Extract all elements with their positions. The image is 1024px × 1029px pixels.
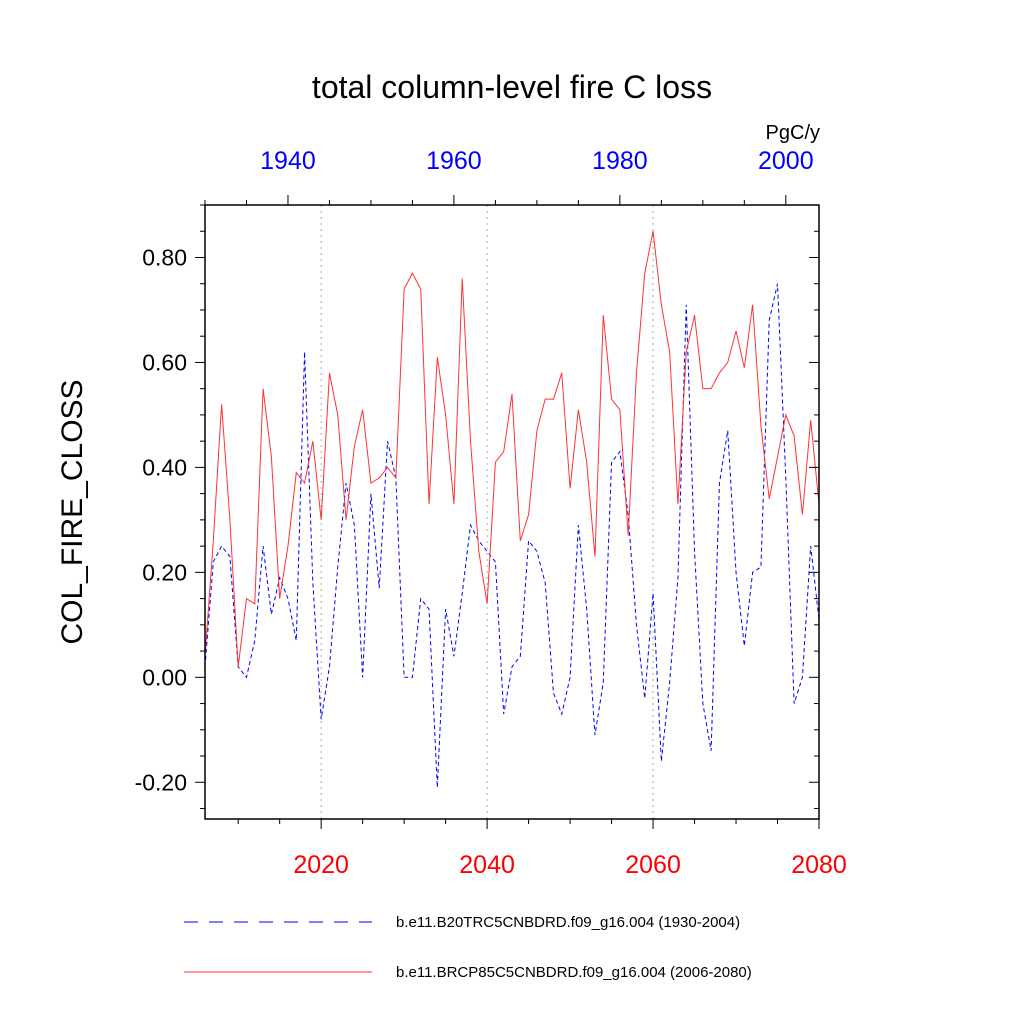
legend: b.e11.B20TRC5CNBDRD.f09_g16.004 (1930-20… — [184, 914, 752, 981]
y-tick-label: 0.60 — [142, 349, 187, 375]
x-bottom-tick-label: 2080 — [791, 851, 847, 879]
y-tick-label: 0.20 — [142, 559, 187, 585]
y-tick-label: 0.40 — [142, 454, 187, 480]
y-tick-label: 0.80 — [142, 244, 187, 270]
series-line-2 — [204, 231, 820, 667]
y-tick-label: -0.20 — [135, 769, 187, 795]
legend-label-1: b.e11.B20TRC5CNBDRD.f09_g16.004 (1930-20… — [396, 914, 740, 931]
chart-title: total column-level fire C loss — [312, 69, 712, 105]
x-top-tick-label: 1980 — [592, 147, 648, 175]
series-layer — [204, 231, 820, 788]
units-label: PgC/y — [766, 122, 820, 144]
series-line-1 — [204, 283, 820, 788]
x-bottom-tick-label: 2060 — [625, 851, 681, 879]
x-top-tick-label: 1940 — [260, 147, 316, 175]
gridlines — [320, 205, 654, 819]
plot-frame — [204, 204, 820, 820]
x-bottom-tick-label: 2020 — [293, 851, 349, 879]
y-tick-label: 0.00 — [142, 664, 187, 690]
x-top-tick-label: 2000 — [758, 147, 814, 175]
y-axis-label: COL_FIRE_CLOSS — [56, 379, 89, 644]
legend-label-2: b.e11.BRCP85C5CNBDRD.f09_g16.004 (2006-2… — [396, 964, 752, 981]
axes: -0.20 0.00 0.20 0.40 0.60 0.80 2020 2040 2060 208… — [135, 147, 847, 879]
x-top-tick-label: 1960 — [426, 147, 482, 175]
x-bottom-tick-label: 2040 — [459, 851, 515, 879]
